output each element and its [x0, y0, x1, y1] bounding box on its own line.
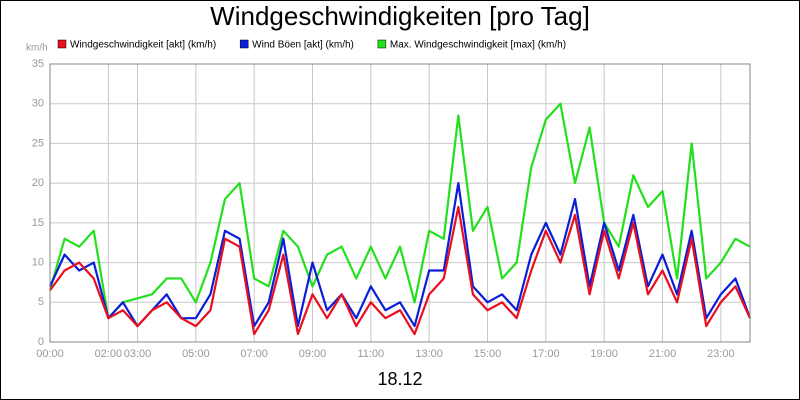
legend-label: Windgeschwindigkeit [akt] (km/h) [70, 40, 216, 51]
x-tick-label: 19:00 [590, 348, 618, 360]
x-tick-label: 17:00 [532, 348, 560, 360]
y-tick-label: 25 [32, 137, 44, 149]
x-tick-label: 21:00 [649, 348, 677, 360]
y-unit: km/h [26, 43, 48, 54]
x-tick-label: 11:00 [357, 348, 384, 360]
y-tick-label: 15 [32, 217, 44, 229]
y-tick-label: 5 [38, 296, 44, 308]
chart-title: Windgeschwindigkeiten [pro Tag] [210, 1, 590, 31]
x-axis-label: 18.12 [377, 369, 422, 389]
series-line [49, 182, 752, 328]
x-tick-label: 15:00 [474, 348, 502, 360]
x-tick-label: 23:00 [707, 348, 735, 360]
y-tick-label: 30 [32, 98, 44, 110]
x-tick-label: 00:00 [36, 348, 64, 360]
legend-item: Windgeschwindigkeit [akt] (km/h) [57, 39, 216, 51]
legend-item: Wind Böen [akt] (km/h) [239, 39, 354, 51]
x-tick-label: 07:00 [240, 348, 268, 360]
x-tick-label: 13:00 [415, 348, 443, 360]
legend-item: Max. Windgeschwindigkeit [max] (km/h) [377, 39, 566, 51]
legend-swatch [57, 39, 67, 49]
series-line [48, 102, 751, 320]
plot-border [49, 63, 751, 343]
y-tick-label: 20 [32, 177, 44, 189]
x-tick-label: 02:00 [95, 348, 123, 360]
y-tick-label: 35 [32, 58, 44, 70]
legend-label: Wind Böen [akt] (km/h) [252, 40, 354, 51]
y-tick-label: 0 [38, 336, 44, 348]
x-tick-label: 03:00 [124, 348, 152, 360]
legend-swatch [377, 39, 387, 49]
legend-label: Max. Windgeschwindigkeit [max] (km/h) [390, 40, 566, 51]
legend-swatch [239, 39, 249, 49]
x-tick-label: 09:00 [299, 348, 327, 360]
x-tick-label: 05:00 [182, 348, 210, 360]
series-line [49, 205, 751, 336]
y-tick-label: 10 [32, 256, 44, 268]
